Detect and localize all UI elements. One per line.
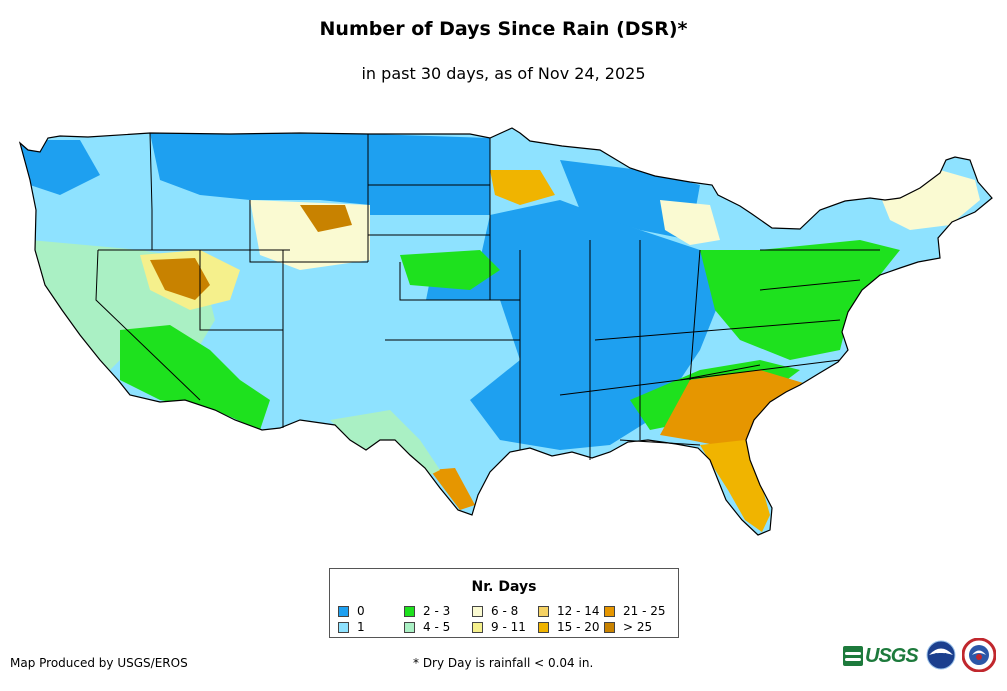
legend: Nr. Days 0 1 2 - 3 4 - 5 6 - 8 9 - 11 12… [329, 568, 679, 638]
legend-item-gt-25: > 25 [604, 620, 652, 634]
legend-swatch [538, 605, 549, 617]
dry-day-footnote: * Dry Day is rainfall < 0.04 in. [413, 656, 594, 670]
legend-label: 12 - 14 [557, 604, 600, 618]
legend-item-6-8: 6 - 8 [472, 604, 518, 618]
credit-text: Map Produced by USGS/EROS [10, 656, 188, 670]
dsr-color-regions [20, 133, 980, 532]
legend-label: 1 [357, 620, 365, 634]
legend-item-9-11: 9 - 11 [472, 620, 526, 634]
noaa-logo: noaa [926, 640, 956, 670]
legend-item-1: 1 [338, 620, 365, 634]
nws-logo [962, 638, 996, 672]
legend-swatch [472, 621, 483, 633]
noaa-logo-text: noaa [935, 652, 947, 658]
legend-item-21-25: 21 - 25 [604, 604, 666, 618]
map-subtitle: in past 30 days, as of Nov 24, 2025 [361, 64, 646, 83]
legend-swatch [404, 605, 415, 617]
usgs-logo: USGS [843, 643, 921, 669]
legend-title: Nr. Days [471, 579, 537, 595]
legend-label: > 25 [623, 620, 653, 634]
legend-swatch [338, 621, 349, 633]
legend-label: 9 - 11 [491, 620, 526, 634]
legend-label: 4 - 5 [423, 620, 451, 634]
legend-swatch [472, 605, 483, 617]
legend-swatch [404, 621, 415, 633]
legend-item-4-5: 4 - 5 [404, 620, 450, 634]
legend-label: 0 [357, 604, 365, 618]
legend-label: 2 - 3 [423, 604, 451, 618]
legend-label: 6 - 8 [491, 604, 519, 618]
legend-label: 21 - 25 [623, 604, 666, 618]
legend-label: 15 - 20 [557, 620, 600, 634]
legend-swatch [604, 605, 615, 617]
legend-item-12-14: 12 - 14 [538, 604, 600, 618]
legend-swatch [538, 621, 549, 633]
legend-swatch [338, 605, 349, 617]
legend-item-2-3: 2 - 3 [404, 604, 450, 618]
legend-item-15-20: 15 - 20 [538, 620, 600, 634]
map-title: Number of Days Since Rain (DSR)* [319, 18, 688, 40]
legend-swatch [604, 621, 615, 633]
usgs-wave-icon [843, 646, 863, 666]
usgs-logo-text: USGS [865, 644, 919, 667]
legend-item-0: 0 [338, 604, 365, 618]
state-borders [95, 132, 880, 460]
